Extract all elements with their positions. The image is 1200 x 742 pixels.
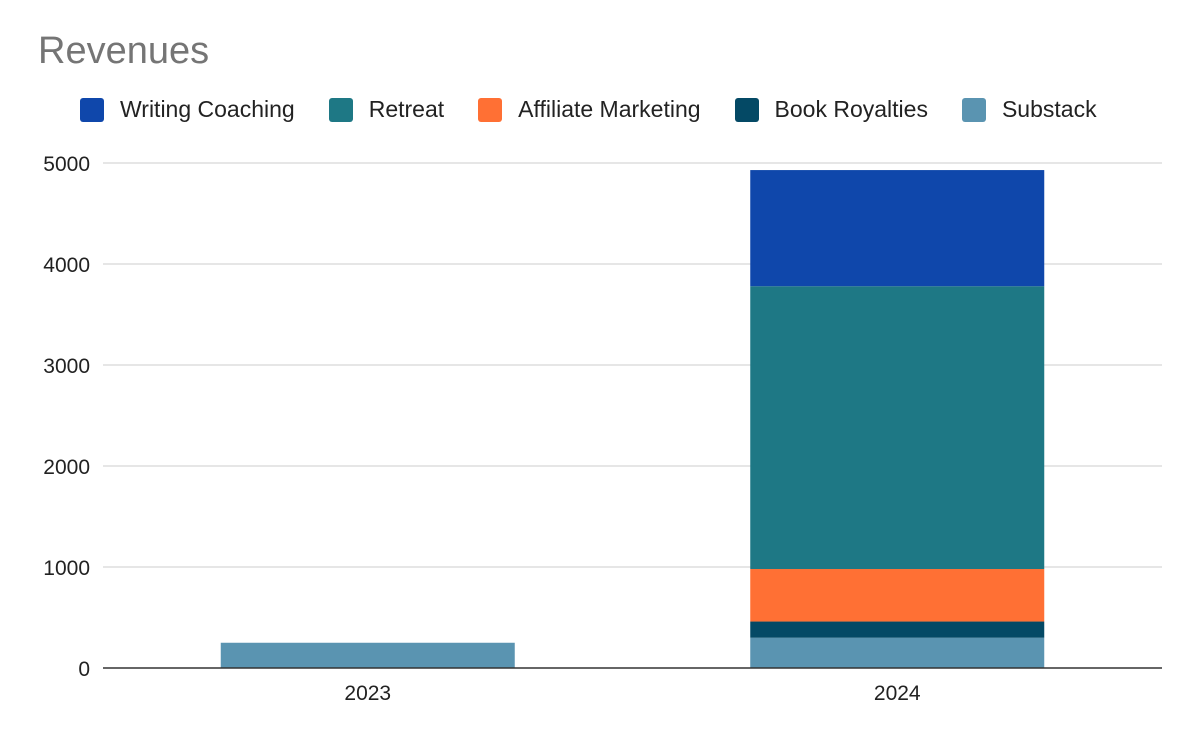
bar-2024-writing-coaching [750,170,1045,287]
legend-swatch-retreat [328,97,353,122]
y-tick-label-0: 0 [78,658,90,681]
bar-2024-book-royalties [750,621,1045,638]
y-tick-label-1000: 1000 [43,557,90,580]
x-tick-label-2023: 2023 [344,682,391,705]
x-tick-label-2024: 2024 [874,682,921,705]
legend-swatch-writing-coaching [80,97,104,122]
y-tick-label-3000: 3000 [43,355,90,378]
legend-label-affiliate-marketing: Affiliate Marketing [518,96,701,122]
chart-title: Revenues [38,30,210,72]
legend-swatch-book-royalties [734,97,759,122]
y-tick-label-5000: 5000 [43,153,90,176]
legend-item-book-royalties: Book Royalties [734,96,928,123]
legend-item-writing-coaching: Writing Coaching [80,96,295,123]
legend-swatch-affiliate-marketing [478,97,503,122]
legend: Writing Coaching Retreat Affiliate Marketi… [80,96,1131,123]
bar-2024-retreat [750,286,1045,570]
legend-label-substack: Substack [1001,96,1097,122]
legend-label-retreat: Retreat [368,96,445,122]
legend-label-book-royalties: Book Royalties [774,96,928,122]
bar-2023-substack [220,642,515,668]
bar-2024-affiliate-marketing [750,569,1045,622]
legend-item-retreat: Retreat [328,96,445,123]
y-tick-label-2000: 2000 [43,456,90,479]
legend-swatch-substack [961,97,986,122]
y-tick-label-4000: 4000 [43,254,90,277]
legend-label-writing-coaching: Writing Coaching [120,96,295,122]
bar-2024-substack [750,637,1045,668]
legend-item-substack: Substack [961,96,1097,123]
legend-item-affiliate-marketing: Affiliate Marketing [478,96,701,123]
